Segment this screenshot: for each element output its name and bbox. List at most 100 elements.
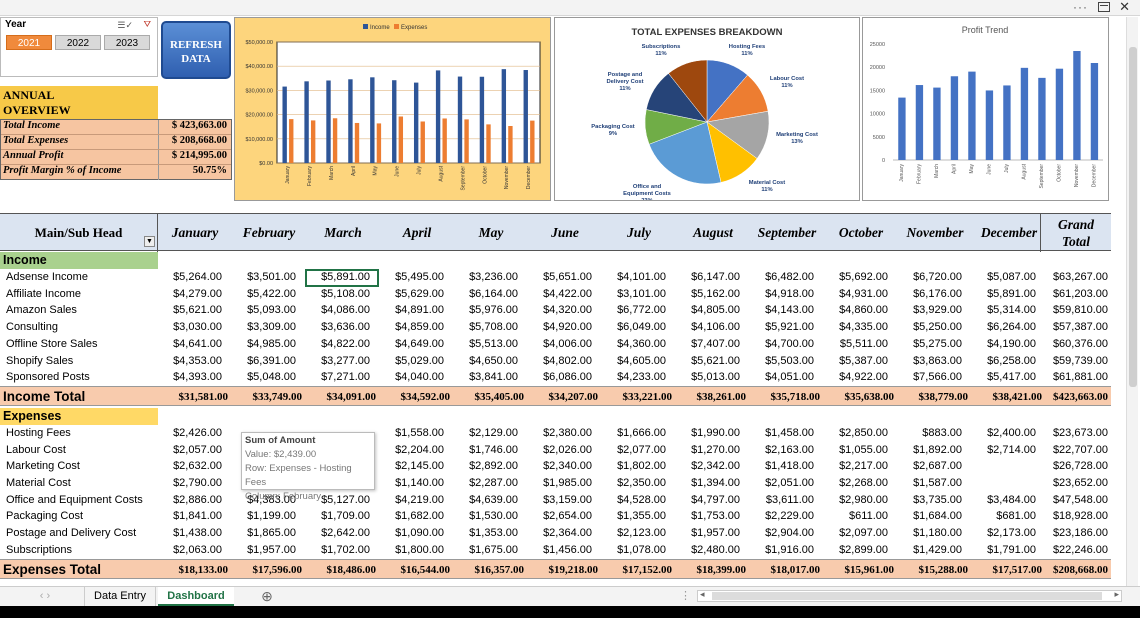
value-cell[interactable]: $2,632.00 (173, 460, 222, 473)
row-label[interactable]: Adsense Income (6, 271, 88, 283)
value-cell[interactable]: $2,654.00 (543, 510, 592, 523)
value-cell[interactable]: $2,642.00 (321, 527, 370, 540)
value-cell[interactable]: $2,097.00 (839, 527, 888, 540)
total-cell[interactable]: $31,581.00 (178, 390, 229, 403)
value-cell[interactable]: $2,026.00 (543, 443, 592, 456)
total-cell[interactable]: $16,544.00 (400, 563, 451, 576)
value-cell[interactable]: $1,558.00 (395, 426, 444, 439)
total-cell[interactable]: $16,357.00 (474, 563, 525, 576)
value-cell[interactable]: $2,123.00 (617, 527, 666, 540)
grand-total-cell[interactable]: $63,267.00 (1052, 271, 1108, 283)
workspace-icon[interactable] (1098, 2, 1110, 12)
value-cell[interactable]: $2,129.00 (469, 426, 518, 439)
value-cell[interactable]: $6,720.00 (913, 271, 962, 283)
value-cell[interactable]: $4,393.00 (173, 371, 222, 384)
value-cell[interactable]: $4,143.00 (765, 304, 814, 317)
value-cell[interactable]: $7,566.00 (913, 371, 962, 384)
row-label[interactable]: Labour Cost (6, 443, 66, 456)
total-cell[interactable]: $38,421.00 (992, 390, 1043, 403)
value-cell[interactable]: $1,990.00 (691, 426, 740, 439)
total-cell[interactable]: $34,207.00 (548, 390, 599, 403)
value-cell[interactable]: $6,391.00 (247, 354, 296, 367)
value-cell[interactable]: $1,199.00 (247, 510, 296, 523)
row-label[interactable]: Consulting (6, 321, 58, 334)
value-cell[interactable]: $2,426.00 (173, 426, 222, 439)
value-cell[interactable]: $1,957.00 (691, 527, 740, 540)
value-cell[interactable]: $4,422.00 (543, 287, 592, 300)
slicer-year-2023[interactable]: 2023 (104, 35, 150, 50)
value-cell[interactable]: $4,802.00 (543, 354, 592, 367)
value-cell[interactable]: $4,641.00 (173, 337, 222, 350)
value-cell[interactable]: $3,501.00 (247, 271, 296, 283)
row-label[interactable]: Affiliate Income (6, 287, 82, 300)
value-cell[interactable]: $1,746.00 (469, 443, 518, 456)
value-cell[interactable]: $6,264.00 (987, 321, 1036, 334)
value-cell[interactable]: $4,639.00 (469, 493, 518, 506)
value-cell[interactable]: $3,735.00 (913, 493, 962, 506)
grand-total-cell[interactable]: $26,728.00 (1052, 460, 1108, 473)
value-cell[interactable]: $1,892.00 (913, 443, 962, 456)
filter-dropdown-icon[interactable]: ▼ (144, 236, 155, 247)
value-cell[interactable]: $6,147.00 (691, 271, 740, 283)
value-cell[interactable]: $2,904.00 (765, 527, 814, 540)
value-cell[interactable]: $1,530.00 (469, 510, 518, 523)
value-cell[interactable]: $5,976.00 (469, 304, 518, 317)
value-cell[interactable]: $5,127.00 (321, 493, 370, 506)
clear-filter-icon[interactable]: ⛛ (143, 19, 151, 29)
value-cell[interactable]: $4,383.00 (247, 493, 296, 506)
value-cell[interactable]: $2,342.00 (691, 460, 740, 473)
vertical-scrollbar[interactable] (1126, 17, 1138, 587)
row-label[interactable]: Subscriptions (6, 543, 73, 556)
value-cell[interactable]: $6,772.00 (617, 304, 666, 317)
value-cell[interactable]: $5,162.00 (691, 287, 740, 300)
value-cell[interactable]: $1,055.00 (839, 443, 888, 456)
value-cell[interactable]: $4,335.00 (839, 321, 888, 334)
total-cell[interactable]: $18,133.00 (178, 563, 229, 576)
vertical-scroll-thumb[interactable] (1129, 47, 1137, 387)
value-cell[interactable]: $5,108.00 (321, 287, 370, 300)
value-cell[interactable]: $4,233.00 (617, 371, 666, 384)
value-cell[interactable]: $3,309.00 (247, 321, 296, 334)
value-cell[interactable]: $1,587.00 (913, 477, 962, 489)
value-cell[interactable]: $6,176.00 (913, 287, 962, 300)
value-cell[interactable]: $5,621.00 (691, 354, 740, 367)
row-label[interactable]: Office and Equipment Costs (6, 493, 143, 506)
value-cell[interactable]: $3,236.00 (469, 271, 518, 283)
tab-scroll-arrows-icon[interactable]: ‹ › (39, 590, 51, 602)
value-cell[interactable]: $6,482.00 (765, 271, 814, 283)
value-cell[interactable]: $5,422.00 (247, 287, 296, 300)
value-cell[interactable]: $1,438.00 (173, 527, 222, 540)
grand-total-cell[interactable]: $59,810.00 (1052, 304, 1108, 317)
value-cell[interactable]: $4,040.00 (395, 371, 444, 384)
value-cell[interactable]: $5,275.00 (913, 337, 962, 350)
value-cell[interactable]: $1,418.00 (765, 460, 814, 473)
total-cell[interactable]: $15,961.00 (844, 563, 895, 576)
total-cell[interactable]: $17,517.00 (992, 563, 1043, 576)
value-cell[interactable]: $3,159.00 (543, 493, 592, 506)
value-cell[interactable]: $5,048.00 (247, 371, 296, 384)
value-cell[interactable]: $1,865.00 (247, 527, 296, 540)
value-cell[interactable]: $2,340.00 (543, 460, 592, 473)
refresh-data-button[interactable]: REFRESH DATA (161, 21, 231, 79)
row-label[interactable]: Amazon Sales (6, 304, 77, 317)
slicer-year-2021[interactable]: 2021 (6, 35, 52, 50)
value-cell[interactable]: $2,480.00 (691, 543, 740, 556)
value-cell[interactable]: $2,850.00 (839, 426, 888, 439)
grand-total-cell[interactable]: $57,387.00 (1052, 321, 1108, 334)
value-cell[interactable]: $1,180.00 (913, 527, 962, 540)
value-cell[interactable]: $1,753.00 (691, 510, 740, 523)
total-cell[interactable]: $18,017.00 (770, 563, 821, 576)
value-cell[interactable]: $3,636.00 (321, 321, 370, 334)
value-cell[interactable]: $1,985.00 (543, 477, 592, 489)
value-cell[interactable]: $2,380.00 (543, 426, 592, 439)
value-cell[interactable]: $1,270.00 (691, 443, 740, 456)
value-cell[interactable]: $6,258.00 (987, 354, 1036, 367)
value-cell[interactable]: $5,417.00 (987, 371, 1036, 384)
total-cell[interactable]: $35,405.00 (474, 390, 525, 403)
grand-total-cell[interactable]: $61,203.00 (1052, 287, 1108, 300)
total-cell[interactable]: $35,718.00 (770, 390, 821, 403)
value-cell[interactable]: $4,279.00 (173, 287, 222, 300)
value-cell[interactable]: $1,702.00 (321, 543, 370, 556)
total-cell[interactable]: $34,091.00 (326, 390, 377, 403)
scroll-left-icon[interactable]: ◂ (700, 589, 705, 599)
